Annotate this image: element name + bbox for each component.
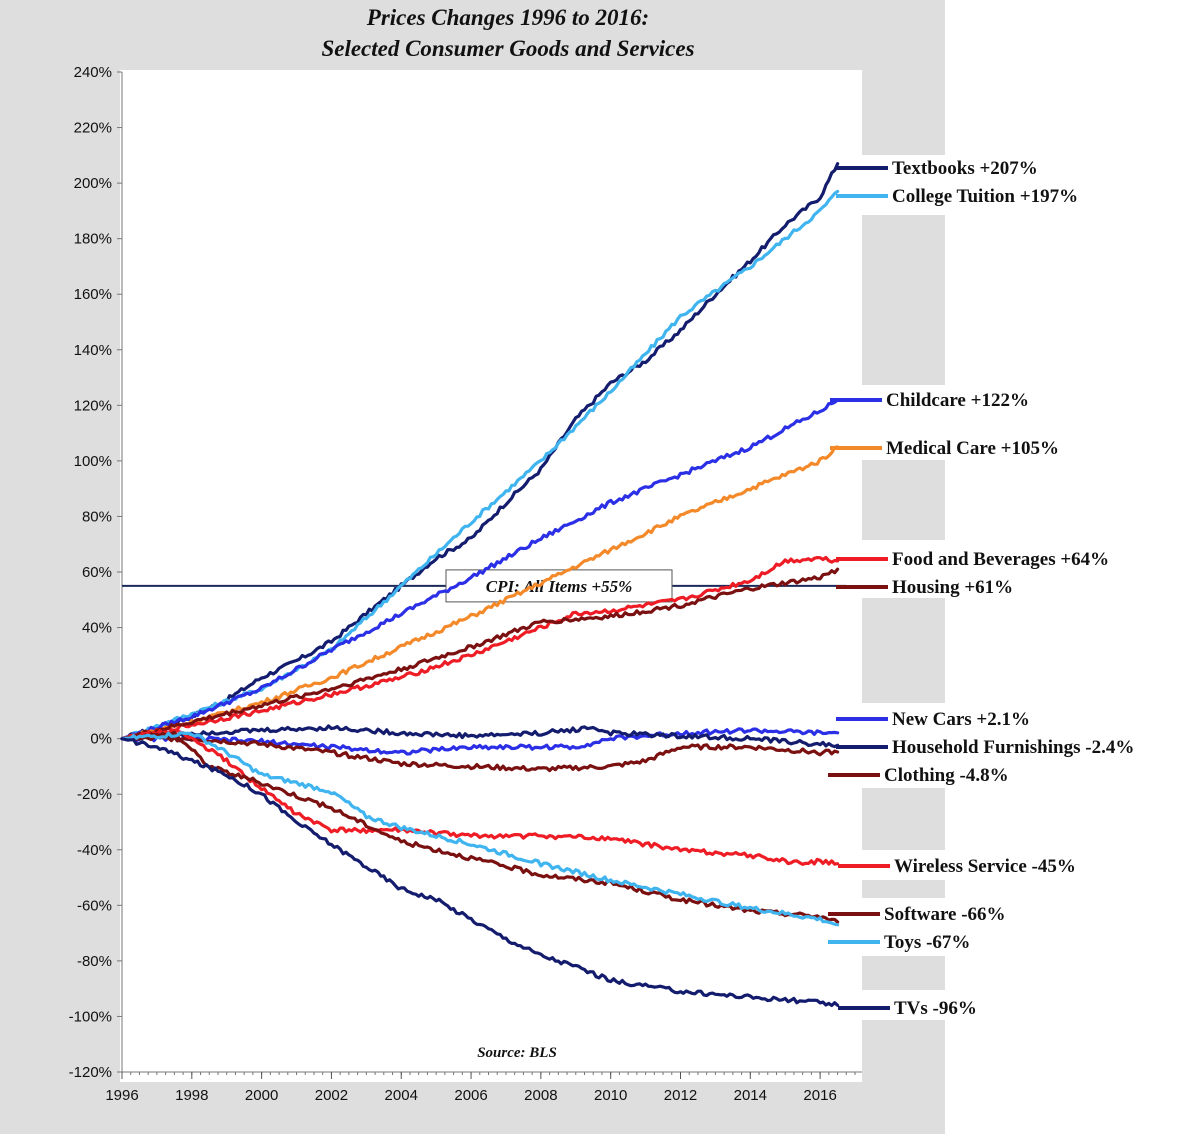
y-tick-label: 40%: [82, 620, 112, 637]
legend-strip: [862, 155, 945, 215]
y-tick-label: 140%: [74, 342, 112, 359]
legend-label-1: College Tuition +197%: [892, 186, 1078, 207]
y-tick-label: -40%: [77, 842, 112, 859]
y-tick-label: 80%: [82, 508, 112, 525]
y-tick-label: 240%: [74, 64, 112, 81]
series-line-12: [120, 737, 840, 1008]
y-tick-label: -120%: [69, 1064, 112, 1081]
y-tick-label: 160%: [74, 286, 112, 303]
y-tick-label: 60%: [82, 564, 112, 581]
series-line-4: [120, 555, 840, 741]
y-tick-label: 200%: [74, 175, 112, 192]
legend-label-11: Toys -67%: [884, 932, 970, 953]
y-tick-label: -100%: [69, 1008, 112, 1025]
series-line-6: [120, 727, 840, 756]
source-note: Source: BLS: [477, 1045, 557, 1061]
series-group: [120, 162, 840, 1008]
legend-strip: [862, 990, 945, 1020]
series-line-2: [120, 398, 840, 741]
legend-label-10: Software -66%: [884, 904, 1006, 925]
legend-strip: [862, 898, 945, 956]
series-line-11: [120, 731, 840, 927]
x-tick-label: 2004: [385, 1087, 418, 1104]
cpi-label: CPI: All Items +55%: [486, 577, 632, 596]
legend-label-4: Food and Beverages +64%: [892, 549, 1109, 570]
y-tick-label: 100%: [74, 453, 112, 470]
legend-label-9: Wireless Service -45%: [894, 856, 1076, 877]
series-line-5: [120, 567, 840, 741]
series-line-7: [120, 724, 840, 749]
y-tick-label: 180%: [74, 231, 112, 248]
x-tick-label: 1996: [105, 1087, 138, 1104]
series-line-10: [120, 730, 840, 924]
series-line-3: [120, 445, 840, 741]
chart-subtitle: Selected Consumer Goods and Services: [321, 36, 694, 61]
legend-label-3: Medical Care +105%: [886, 438, 1059, 459]
y-tick-label: -20%: [77, 786, 112, 803]
legend-label-0: Textbooks +207%: [892, 158, 1038, 179]
cpi-label-box: [445, 569, 673, 603]
series-line-8: [120, 735, 840, 773]
y-tick-label: -60%: [77, 897, 112, 914]
x-tick-label: 2000: [245, 1087, 278, 1104]
x-tick-label: 2002: [315, 1087, 348, 1104]
x-tick-label: 2012: [664, 1087, 697, 1104]
y-tick-label: 0%: [90, 731, 112, 748]
legend-label-5: Housing +61%: [892, 577, 1013, 598]
series-line-9: [120, 728, 840, 866]
x-tick-label: 2008: [524, 1087, 557, 1104]
x-tick-label: 2006: [454, 1087, 487, 1104]
x-tick-label: 2010: [594, 1087, 627, 1104]
legend: Textbooks +207% College Tuition +197% Chil…: [828, 158, 1134, 1019]
legend-label-2: Childcare +122%: [886, 390, 1029, 411]
y-tick-label: 120%: [74, 397, 112, 414]
y-tick-label: 220%: [74, 120, 112, 137]
legend-label-7: Household Furnishings -2.4%: [892, 737, 1134, 758]
legend-label-12: TVs -96%: [894, 998, 977, 1019]
x-tick-label: 2016: [803, 1087, 836, 1104]
y-tick-label: -80%: [77, 953, 112, 970]
x-tick-label: 2014: [734, 1087, 767, 1104]
legend-label-6: New Cars +2.1%: [892, 709, 1030, 730]
x-tick-label: 1998: [175, 1087, 208, 1104]
axes: -120% -100% -80% -60% -40% -20% 0% 20% 40% 60% 80%…: [69, 64, 862, 1104]
legend-label-8: Clothing -4.8%: [884, 765, 1009, 786]
y-tick-label: 20%: [82, 675, 112, 692]
chart-title: Prices Changes 1996 to 2016:: [366, 5, 649, 30]
